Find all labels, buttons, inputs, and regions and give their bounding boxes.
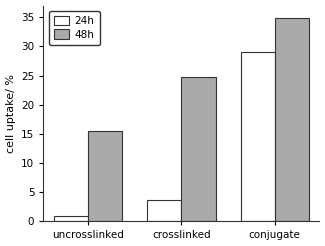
Bar	[88, 131, 122, 221]
Bar	[147, 200, 181, 221]
Bar	[275, 18, 309, 221]
Bar	[54, 215, 88, 221]
Legend: 24h, 48h: 24h, 48h	[49, 11, 100, 45]
Bar	[241, 52, 275, 221]
Y-axis label: cell uptake/ %: cell uptake/ %	[6, 74, 16, 153]
Bar	[181, 77, 215, 221]
